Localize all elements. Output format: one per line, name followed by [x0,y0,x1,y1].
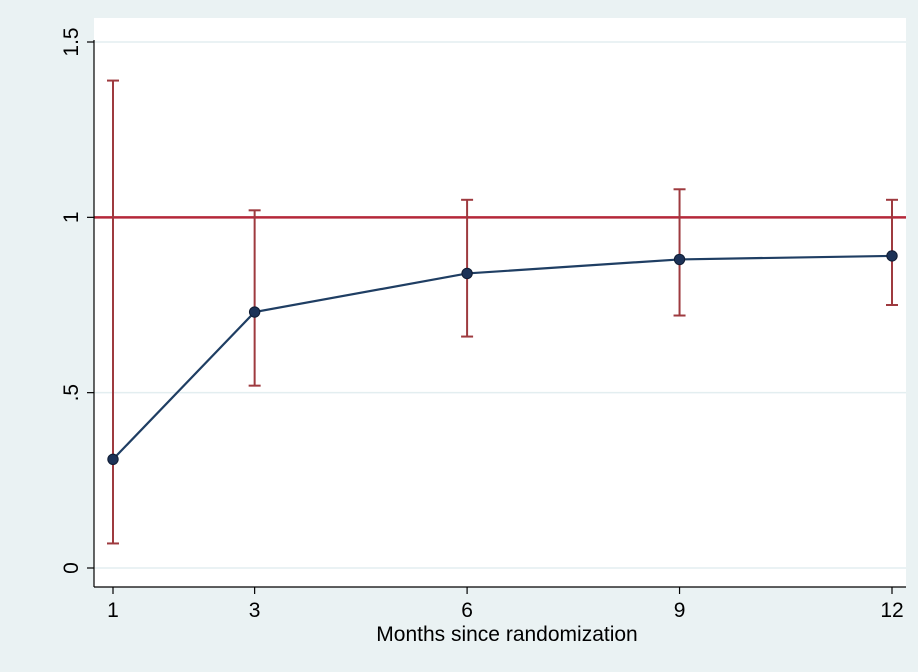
data-point [461,267,473,280]
plot-area [94,18,906,587]
x-tick-label: 3 [249,599,261,622]
x-tick-label: 6 [461,599,473,622]
data-points [107,250,898,465]
x-tick-label: 1 [107,599,119,622]
x-axis-title: Months since randomization [376,623,637,646]
error-bar [248,209,261,387]
error-bar [107,79,119,545]
data-point [673,253,686,266]
data-point [886,250,898,262]
axes: 0 .5 1 1.5 1 3 6 9 12 [60,27,906,622]
data-point [107,453,119,465]
y-tick-label: 1.5 [60,27,83,56]
y-tick-label: .5 [60,384,83,402]
data-point [248,306,261,318]
error-bar [673,188,686,317]
y-tick-label: 0 [60,562,83,574]
x-tick-label: 12 [880,599,903,622]
y-tick-label: 1 [60,211,83,223]
x-tick-label: 9 [674,599,686,622]
